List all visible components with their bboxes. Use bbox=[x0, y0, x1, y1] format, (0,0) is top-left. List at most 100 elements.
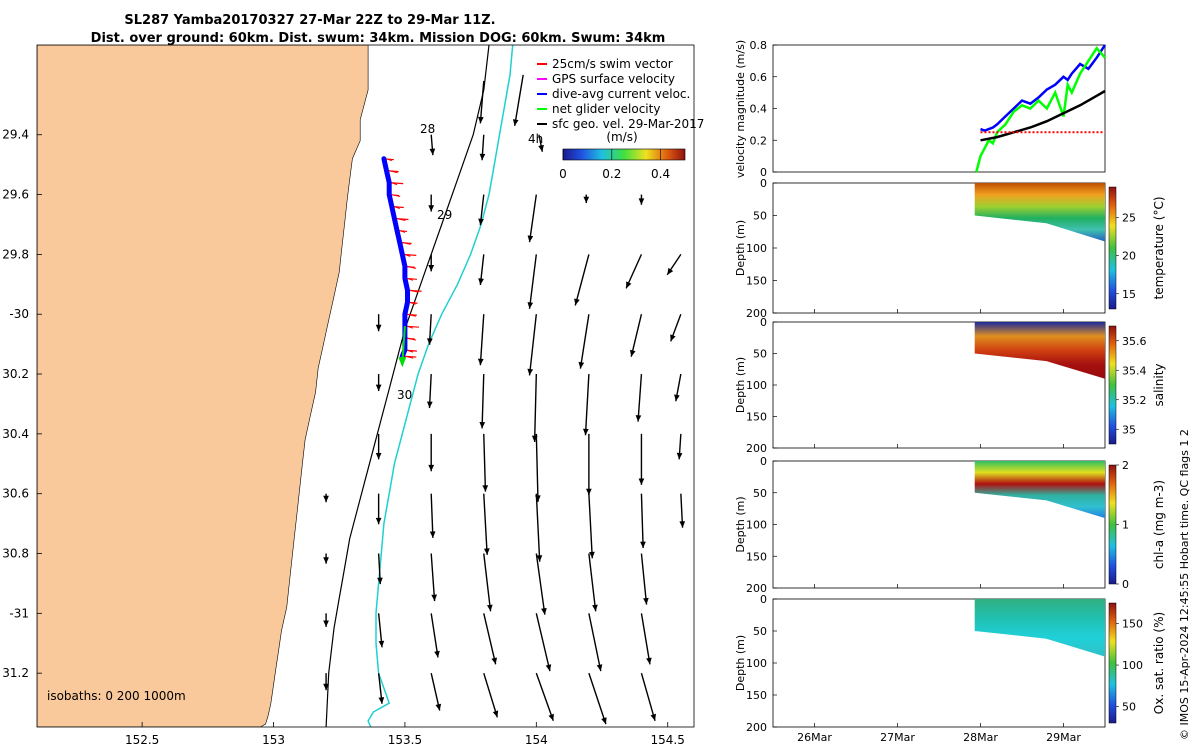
current-vector bbox=[588, 493, 595, 559]
current-vector bbox=[375, 493, 382, 525]
current-vector bbox=[323, 673, 329, 691]
legend-entry: sfc geo. vel. 29-Mar-2017 bbox=[537, 117, 704, 131]
swim-vector bbox=[385, 158, 393, 162]
swim-vector bbox=[391, 194, 401, 198]
y-tick-label: 30.6 bbox=[2, 487, 29, 501]
depth-tick-label: 150 bbox=[746, 275, 767, 288]
depth-tick-label: 100 bbox=[746, 379, 767, 392]
colorbar-tick-label: 15 bbox=[1122, 288, 1136, 301]
swim-vector bbox=[401, 241, 411, 245]
current-vectors bbox=[323, 74, 686, 725]
swim-vector bbox=[409, 301, 416, 305]
current-vector bbox=[479, 134, 486, 161]
current-vector bbox=[428, 194, 435, 212]
section-colorbar bbox=[1108, 464, 1117, 585]
current-vector bbox=[428, 254, 435, 272]
current-vector bbox=[630, 314, 643, 357]
swim-vector bbox=[406, 337, 417, 341]
velocity-y-tick-label: 0.8 bbox=[750, 39, 768, 52]
x-tick-label: 154.5 bbox=[651, 733, 685, 747]
legend-label: GPS surface velocity bbox=[552, 72, 675, 86]
colorbar-label: temperature (°C) bbox=[1152, 197, 1166, 300]
depth-tick-label: 50 bbox=[753, 348, 767, 361]
isobath-1000m bbox=[367, 45, 514, 727]
isobath-200m bbox=[325, 45, 490, 727]
current-vector bbox=[483, 672, 499, 718]
depth-tick-label: 200 bbox=[746, 582, 767, 595]
current-vector bbox=[323, 493, 329, 503]
y-tick-label: 30.2 bbox=[2, 367, 29, 381]
time-tick-label: 29Mar bbox=[1046, 731, 1081, 744]
colorbar-label: salinity bbox=[1152, 363, 1166, 406]
current-vector bbox=[574, 254, 590, 306]
current-vector bbox=[377, 673, 385, 704]
current-vector bbox=[535, 672, 554, 721]
swim-vector bbox=[406, 277, 414, 281]
velocity-y-tick-label: 0.4 bbox=[750, 103, 768, 116]
isobaths-label: isobaths: 0 200 1000m bbox=[47, 689, 186, 703]
velocity-line bbox=[980, 44, 1107, 133]
current-vector bbox=[583, 194, 590, 204]
current-vector bbox=[478, 254, 485, 286]
current-vector bbox=[375, 374, 382, 392]
swim-vector bbox=[406, 325, 414, 329]
current-vector bbox=[527, 254, 538, 309]
swim-vector bbox=[406, 313, 417, 317]
velocity-y-tick-label: 0 bbox=[760, 166, 767, 179]
time-tick-label: 26Mar bbox=[797, 731, 832, 744]
current-vector bbox=[377, 613, 385, 648]
colorbar-label: Ox. sat. ratio (%) bbox=[1152, 612, 1166, 714]
legend-entry: 25cm/s swim vector bbox=[537, 57, 673, 71]
velocity-series bbox=[975, 44, 1107, 173]
current-vector bbox=[674, 373, 682, 402]
swim-vector bbox=[393, 206, 400, 210]
y-tick-label: 30.8 bbox=[2, 547, 29, 561]
depth-tick-label: 0 bbox=[760, 177, 767, 190]
swim-vector bbox=[388, 170, 398, 174]
glider-track bbox=[381, 156, 422, 368]
current-vector bbox=[588, 672, 607, 725]
day-label-28: 28 bbox=[420, 122, 435, 136]
map-x-axis: 152.5 153 153.5 154 154.5 bbox=[125, 722, 685, 747]
day-label-30: 30 bbox=[397, 388, 412, 402]
current-vector bbox=[428, 433, 435, 472]
colorbar-tick-label: 2 bbox=[1122, 459, 1129, 472]
x-tick-label: 153 bbox=[262, 733, 285, 747]
colorbar-tick-label: 50 bbox=[1122, 700, 1136, 713]
x-tick-label: 152.5 bbox=[125, 733, 159, 747]
figure-subtitle: Dist. over ground: 60km. Dist. swum: 34k… bbox=[91, 31, 666, 46]
current-vector bbox=[429, 134, 436, 156]
current-vector bbox=[483, 553, 493, 612]
current-vector bbox=[535, 493, 543, 562]
depth-tick-label: 200 bbox=[746, 307, 767, 320]
current-vector bbox=[430, 673, 442, 711]
legend-label: dive-avg current veloc. bbox=[552, 87, 690, 101]
y-tick-label: 29.6 bbox=[2, 188, 29, 202]
depth-tick-label: 100 bbox=[746, 519, 767, 532]
x-tick-label: 154 bbox=[525, 733, 548, 747]
current-vector bbox=[666, 253, 682, 276]
current-vector bbox=[430, 553, 437, 602]
current-vector bbox=[477, 314, 485, 366]
swim-vector bbox=[409, 289, 419, 293]
current-vector bbox=[323, 553, 329, 564]
colorbar-unit-label: (m/s) bbox=[606, 130, 637, 144]
current-vector bbox=[527, 194, 538, 243]
credit-text: © IMOS 15-Apr-2024 12:45:55 Hobart time.… bbox=[1178, 429, 1191, 740]
depth-axis-label: Depth (m) bbox=[734, 635, 747, 691]
swim-vector bbox=[404, 253, 411, 257]
legend-entry: dive-avg current veloc. bbox=[537, 87, 690, 101]
legend-label: 25cm/s swim vector bbox=[552, 57, 673, 71]
current-vector bbox=[512, 74, 524, 127]
current-vector bbox=[478, 80, 485, 124]
y-tick-label: -30 bbox=[9, 307, 29, 321]
y-tick-label: 29.8 bbox=[2, 247, 29, 261]
depth-axis-label: Depth (m) bbox=[734, 357, 747, 413]
colorbar-label: chl-a (mg m-3) bbox=[1152, 480, 1166, 569]
current-vector bbox=[482, 433, 489, 492]
current-vector bbox=[578, 314, 590, 369]
map-y-axis: 29.4 29.6 29.8 -30 30.2 30.4 30.6 30.8 -31 31.2 bbox=[2, 128, 42, 680]
current-vector bbox=[483, 613, 497, 665]
current-vector bbox=[586, 433, 592, 496]
velocity-line bbox=[975, 46, 1106, 173]
